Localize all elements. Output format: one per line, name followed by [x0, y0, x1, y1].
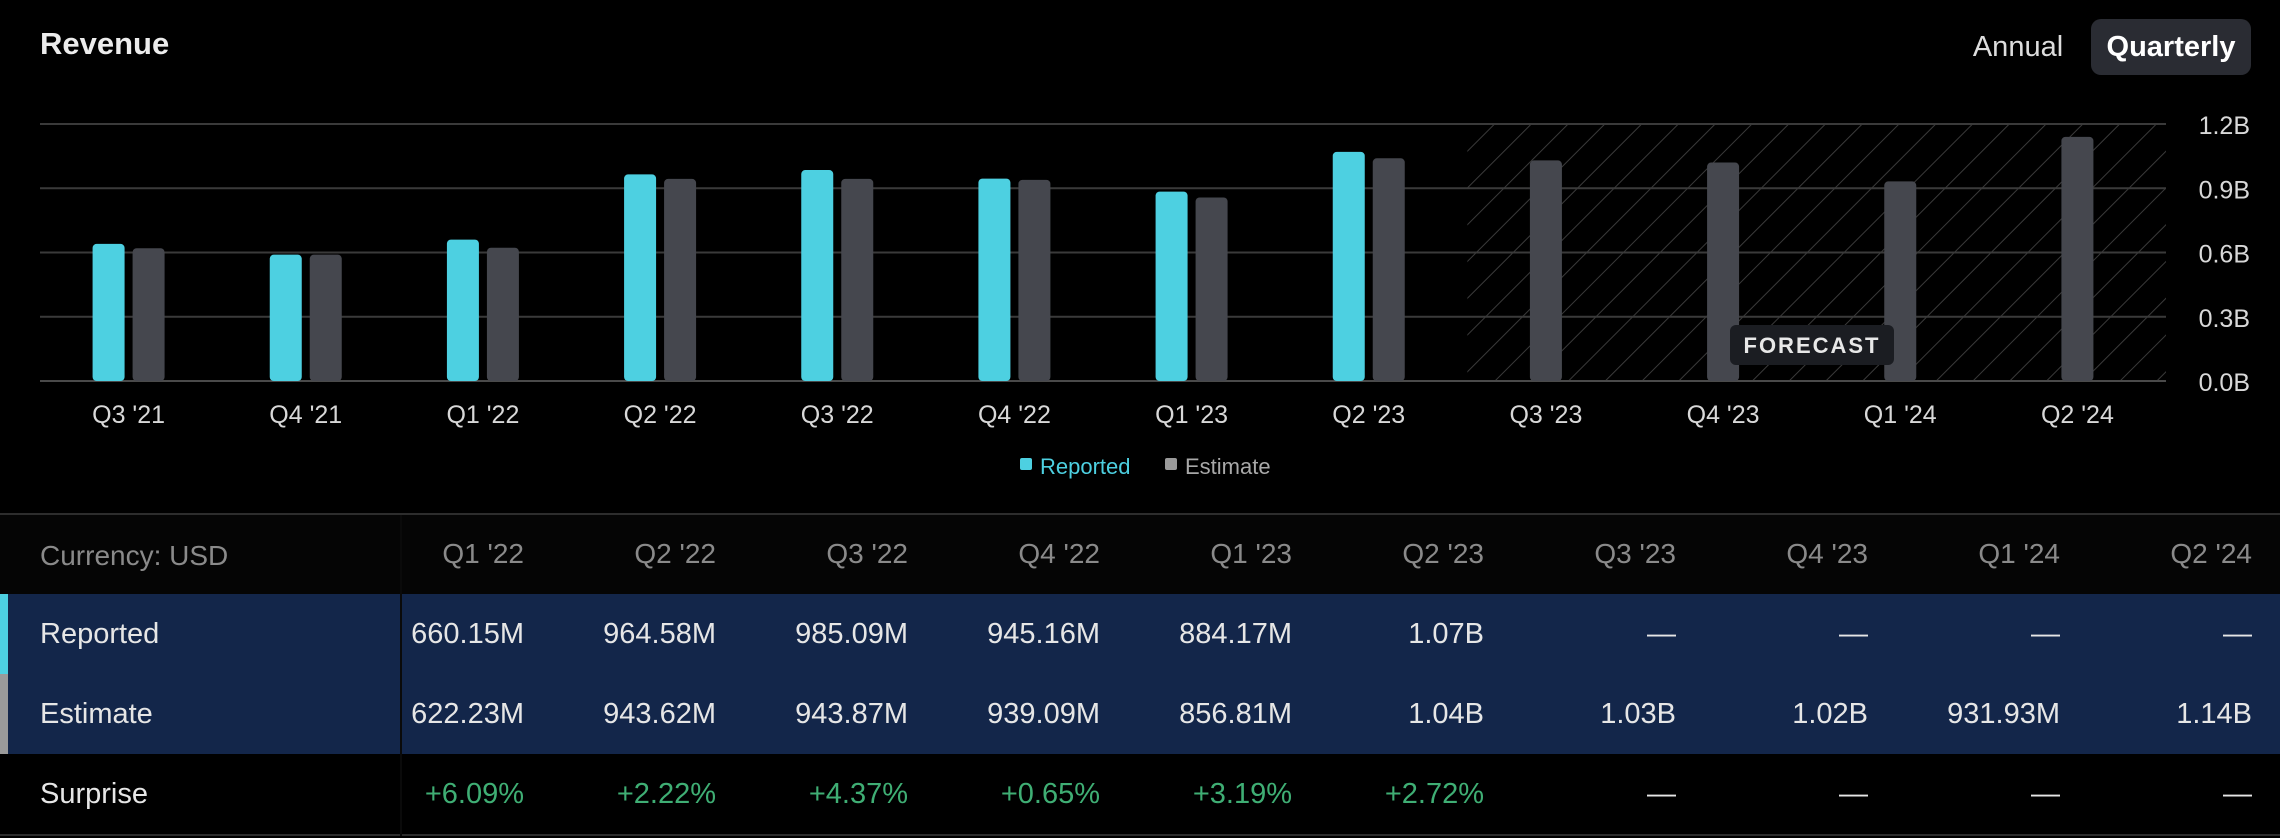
y-tick-label: 0.6B [2199, 241, 2250, 269]
currency-label: Currency: USD [40, 540, 229, 571]
legend-swatch [1165, 458, 1177, 470]
table-cell: 1.03B [1600, 698, 1676, 730]
bar-reported [1332, 151, 1365, 381]
table-row-estimate: Estimate 622.23M 943.62M 943.87M 939.09M 856… [0, 674, 2280, 754]
forecast-badge [1730, 325, 1894, 365]
y-tick-label: 0.3B [2199, 305, 2250, 333]
x-tick-label: Q1 '24 [1864, 401, 1937, 429]
table-cell: +3.19% [1192, 778, 1292, 810]
row-label-reported: Reported [40, 618, 160, 650]
table-cell: 660.15M [411, 618, 524, 650]
column-header: Q3 '23 [1594, 538, 1676, 569]
bar-estimate [841, 178, 874, 381]
column-header: Q1 '24 [1978, 538, 2060, 569]
bar-estimate [1529, 160, 1562, 381]
bar-estimate [486, 247, 519, 381]
x-tick-label: Q1 '22 [446, 401, 519, 429]
bar-reported [92, 243, 125, 381]
table-cell: — [2031, 618, 2060, 650]
row-label-surprise: Surprise [40, 778, 148, 810]
bar-estimate [1195, 197, 1228, 381]
bar-reported [624, 174, 657, 381]
table-cell: 1.02B [1792, 698, 1868, 730]
table-row-surprise: Surprise +6.09% +2.22% +4.37% +0.65% +3.19% +… [0, 754, 2280, 836]
column-header: Q4 '23 [1786, 538, 1868, 569]
table-cell: — [2223, 618, 2252, 650]
row-label-estimate: Estimate [40, 698, 153, 730]
table-cell: +2.72% [1384, 778, 1484, 810]
bar-estimate [1707, 162, 1740, 381]
table-cell: 856.81M [1179, 698, 1292, 730]
bar-estimate [2061, 136, 2094, 381]
column-header: Q2 '24 [2170, 538, 2252, 569]
annual-toggle-button[interactable]: Annual [1972, 30, 2064, 63]
table-cell: — [1839, 618, 1868, 650]
table-cell: 945.16M [987, 618, 1100, 650]
table-cell: +6.09% [424, 778, 524, 810]
bar-estimate [1372, 158, 1405, 381]
bar-reported [269, 254, 302, 381]
table-cell: — [2031, 778, 2060, 810]
bar-reported [446, 239, 479, 381]
x-tick-label: Q2 '22 [624, 401, 697, 429]
legend-swatch [1020, 458, 1032, 470]
column-header: Q2 '22 [634, 538, 716, 569]
legend-label: Estimate [1185, 454, 1271, 479]
y-tick-label: 0.9B [2199, 176, 2250, 204]
column-header: Q3 '22 [826, 538, 908, 569]
bar-reported [1155, 191, 1188, 381]
x-tick-label: Q4 '22 [978, 401, 1051, 429]
bar-estimate [664, 178, 697, 381]
table-cell: — [1647, 618, 1676, 650]
column-header: Q2 '23 [1402, 538, 1484, 569]
table-cell: +2.22% [616, 778, 716, 810]
bar-estimate [309, 254, 342, 381]
table-cell: 884.17M [1179, 618, 1292, 650]
revenue-bar-chart: 0.0B 0.3B 0.6B 0.9B 1.2B Q3 '21 Q4 '21 Q1 '22 Q… [40, 112, 2250, 479]
table-cell: 985.09M [795, 618, 908, 650]
reported-row-indicator [0, 594, 8, 674]
table-cell: 964.58M [603, 618, 716, 650]
x-tick-label: Q3 '22 [801, 401, 874, 429]
table-cell: 943.87M [795, 698, 908, 730]
forecast-label: FORECAST [1744, 333, 1881, 358]
table-cell: 931.93M [1947, 698, 2060, 730]
bar-reported [978, 178, 1011, 381]
x-tick-label: Q1 '23 [1155, 401, 1228, 429]
x-tick-label: Q3 '21 [92, 401, 165, 429]
chart-title: Revenue [40, 26, 170, 61]
table-cell: 1.04B [1408, 698, 1484, 730]
table-cell: +4.37% [808, 778, 908, 810]
bar-estimate [1018, 179, 1051, 381]
table-cell: 1.07B [1408, 618, 1484, 650]
legend-label: Reported [1040, 454, 1131, 479]
quarterly-toggle-button[interactable]: Quarterly [2091, 19, 2251, 75]
table-header-row: Currency: USD Q1 '22 Q2 '22 Q3 '22 Q4 '22 Q1… [0, 513, 2280, 596]
table-cell: — [1647, 778, 1676, 810]
table-cell: 939.09M [987, 698, 1100, 730]
x-tick-label: Q3 '23 [1509, 401, 1582, 429]
column-header: Q4 '22 [1018, 538, 1100, 569]
table-cell: — [1839, 778, 1868, 810]
table-cell: +0.65% [1000, 778, 1100, 810]
x-tick-label: Q2 '23 [1332, 401, 1405, 429]
bar-estimate [132, 248, 165, 381]
table-row-reported: Reported 660.15M 964.58M 985.09M 945.16M 884… [0, 594, 2280, 674]
estimate-row-indicator [0, 674, 8, 754]
table-cell: 1.14B [2176, 698, 2252, 730]
x-tick-label: Q4 '23 [1687, 401, 1760, 429]
y-tick-label: 0.0B [2199, 369, 2250, 397]
table-column-divider [400, 515, 402, 836]
column-header: Q1 '23 [1210, 538, 1292, 569]
column-header: Q1 '22 [442, 538, 524, 569]
table-cell: 943.62M [603, 698, 716, 730]
table-cell: — [2223, 778, 2252, 810]
bar-reported [801, 170, 834, 381]
table-cell: 622.23M [411, 698, 524, 730]
x-tick-label: Q4 '21 [269, 401, 342, 429]
y-tick-label: 1.2B [2199, 112, 2250, 140]
x-tick-label: Q2 '24 [2041, 401, 2114, 429]
